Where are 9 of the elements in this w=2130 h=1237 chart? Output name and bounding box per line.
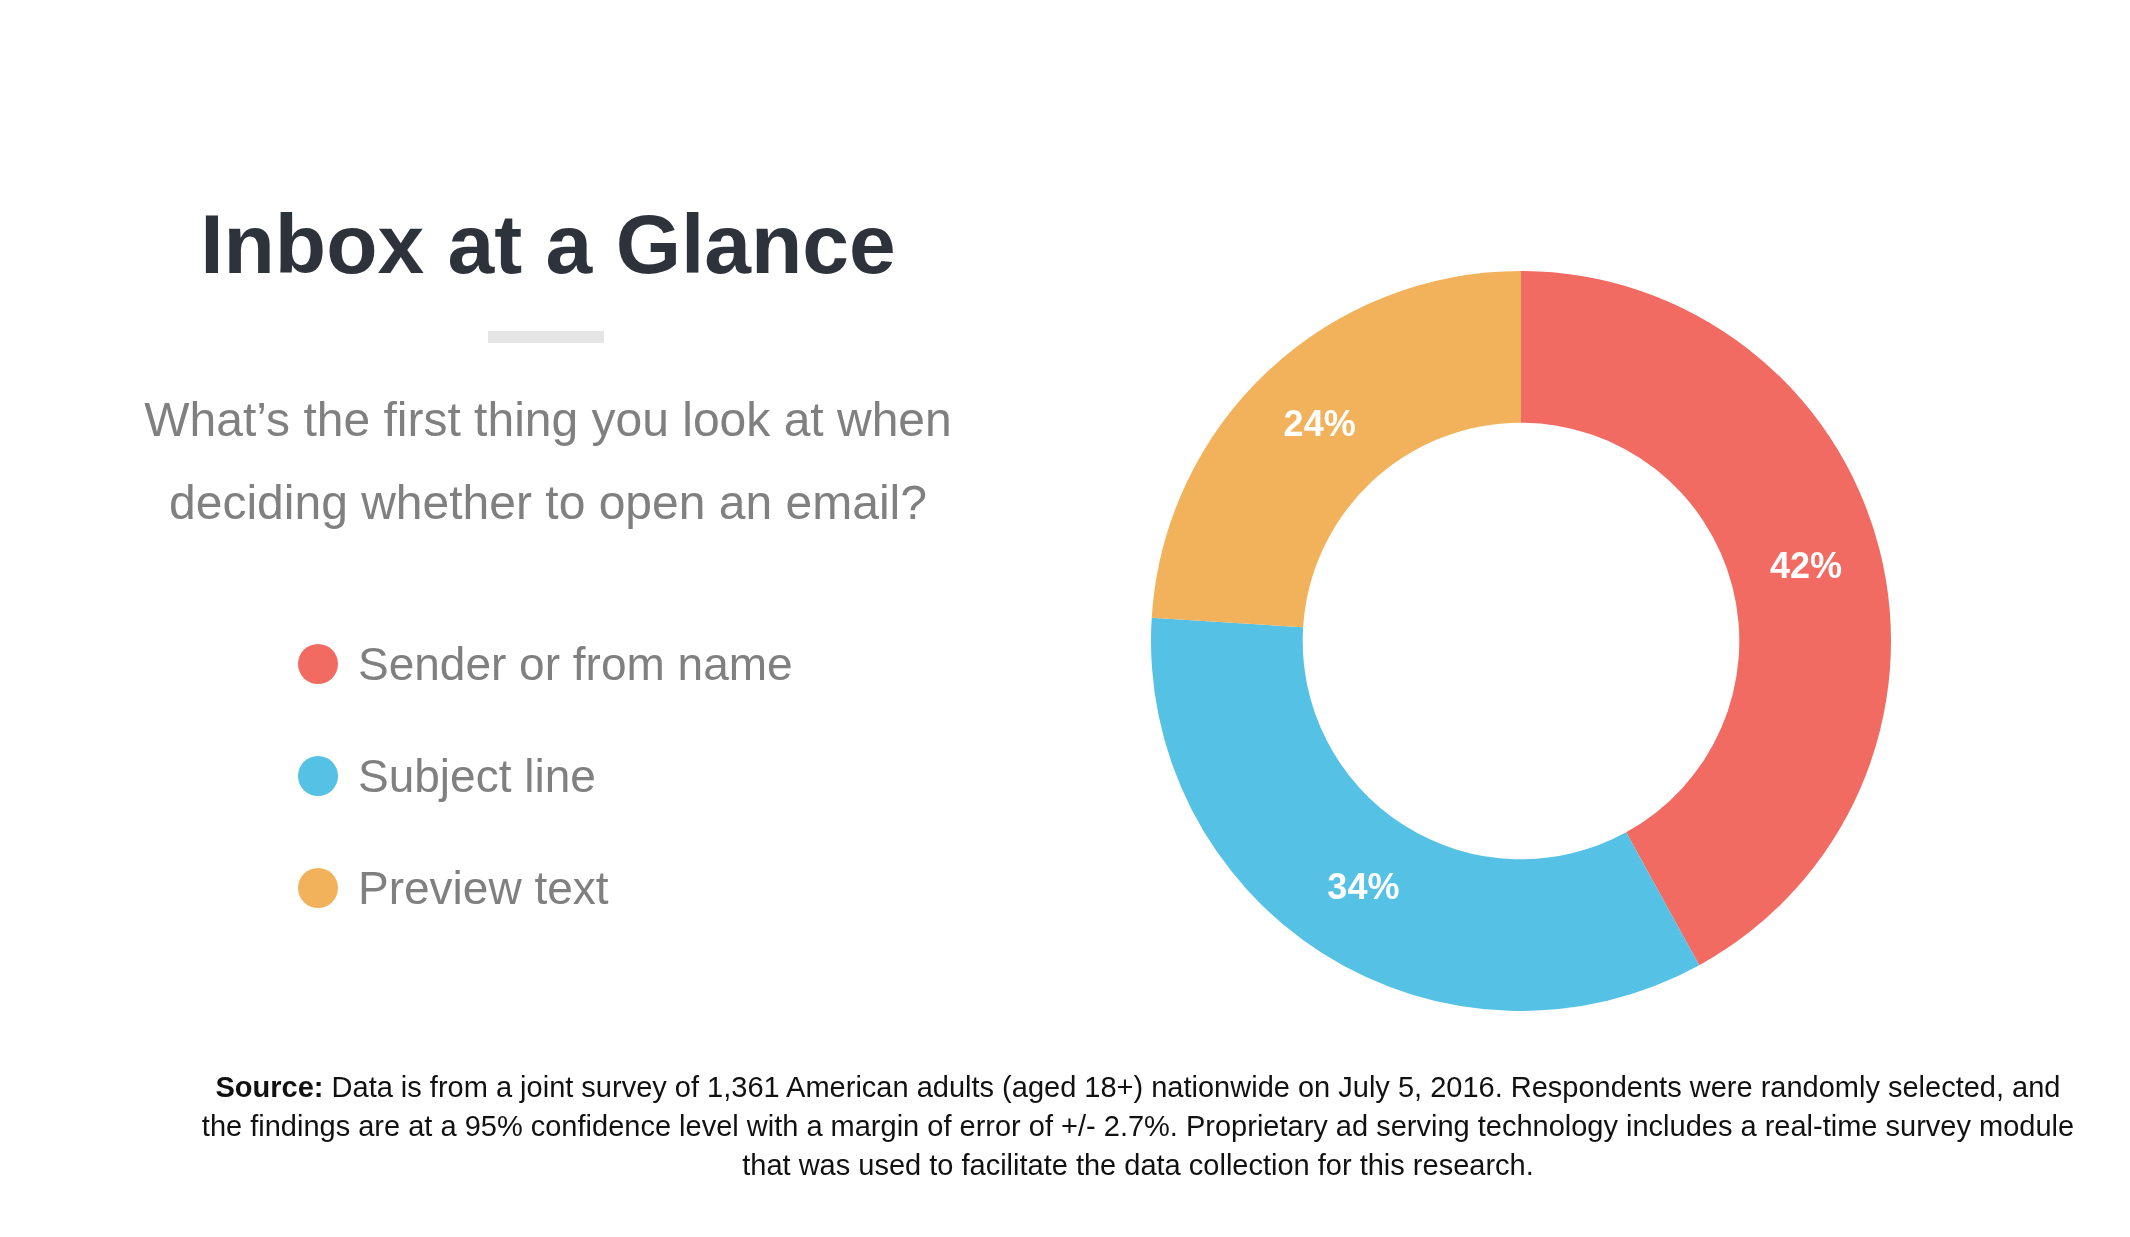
text: What’s the first thing you look at when deciding whether to open an email? — [143, 392, 953, 531]
legend-label: Subject line — [358, 749, 596, 803]
legend-label: Sender or from name — [358, 637, 793, 691]
data-label: 42% — [1769, 544, 1842, 586]
data-label: 24% — [1283, 403, 1356, 445]
chart-title: Inbox at a Glance — [199, 196, 897, 293]
legend-label: Preview text — [358, 861, 609, 915]
source-note: Source: Data is from a joint survey of 1,361 American adults (aged 18+) nationwide on July 5, 2016. Respondents were randomly selected, and the findings are at a 95% confidence level with a margin of error of +/- 2.7%. Proprietary ad serving technology includes a real-time survey module that was used to facilitate the data collection for this research. — [200, 1070, 2076, 1183]
data-label: 34% — [1327, 866, 1400, 908]
